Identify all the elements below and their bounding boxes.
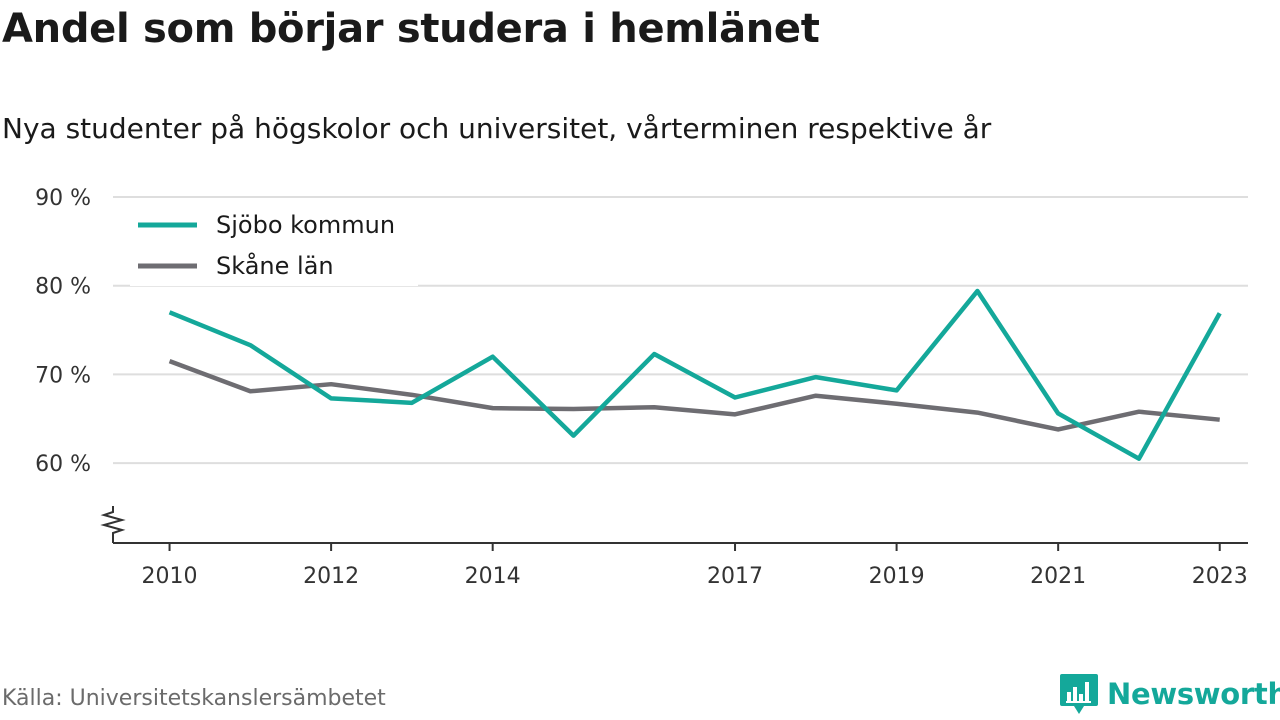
y-tick-label: 70 % bbox=[35, 363, 91, 388]
legend-label: Skåne län bbox=[216, 251, 334, 280]
x-tick-label: 2014 bbox=[465, 564, 521, 589]
series-line-sjobo bbox=[168, 288, 1222, 461]
x-tick-label: 2017 bbox=[707, 564, 763, 589]
x-tick-label: 2012 bbox=[303, 564, 359, 589]
y-tick-label: 60 % bbox=[35, 452, 91, 477]
bar-chart-icon bbox=[1060, 674, 1098, 714]
y-tick-label: 80 % bbox=[35, 275, 91, 300]
legend-label: Sjöbo kommun bbox=[216, 211, 395, 239]
newsworthy-logo[interactable]: Newsworthy bbox=[1059, 672, 1280, 716]
chart-subtitle: Nya studenter på högskolor och universit… bbox=[2, 112, 992, 145]
x-tick-label: 2023 bbox=[1192, 564, 1248, 589]
axis-break-icon bbox=[100, 506, 126, 543]
x-tick-label: 2019 bbox=[869, 564, 925, 589]
y-tick-label: 90 % bbox=[35, 186, 91, 211]
series-line-skane bbox=[168, 359, 1220, 432]
legend-background bbox=[130, 206, 418, 286]
brand-name: Newsworthy bbox=[1107, 677, 1280, 711]
x-tick-label: 2010 bbox=[142, 564, 198, 589]
source-note: Källa: Universitetskanslersämbetet bbox=[2, 686, 386, 711]
x-tick-label: 2021 bbox=[1030, 564, 1086, 589]
chart-title: Andel som börjar studera i hemlänet bbox=[2, 6, 820, 52]
